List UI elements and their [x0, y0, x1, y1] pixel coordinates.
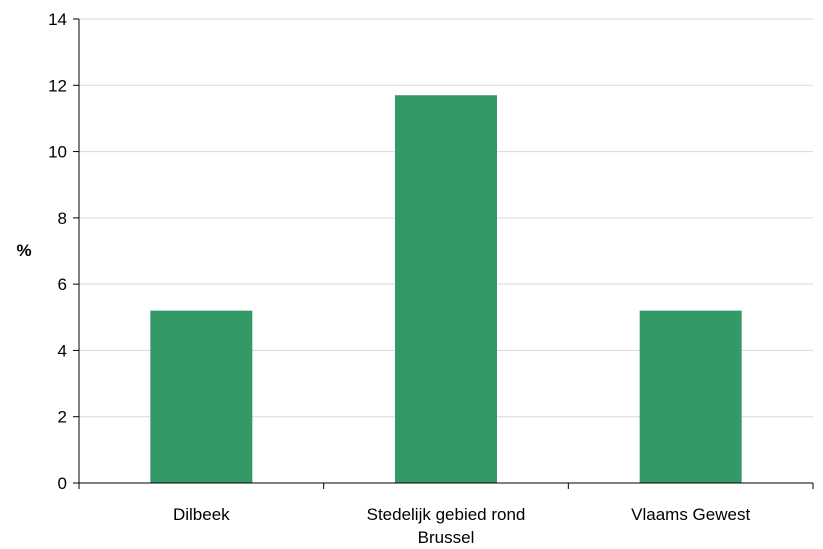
x-category-labels: Dilbeek Stedelijk gebied rond Brussel Vlaam… — [173, 505, 750, 547]
y-axis-label: % — [16, 241, 31, 260]
bar-1 — [395, 95, 497, 483]
x-category-label: Vlaams Gewest — [631, 505, 750, 524]
y-tick-label: 6 — [58, 275, 67, 294]
y-tick-label: 14 — [48, 10, 67, 29]
y-tick-label: 12 — [48, 76, 67, 95]
y-tick-label: 8 — [58, 209, 67, 228]
y-tick-label: 4 — [58, 341, 67, 360]
y-tick-label: 0 — [58, 474, 67, 493]
y-tick-label: 10 — [48, 143, 67, 162]
bars — [150, 95, 742, 483]
bar-0 — [150, 310, 253, 483]
y-tick-labels: 0 2 4 6 8 10 12 14 — [48, 10, 67, 493]
axes — [73, 18, 814, 489]
bar-2 — [639, 310, 742, 483]
x-category-label: Stedelijk gebied rond Brussel — [367, 505, 526, 547]
x-category-label: Dilbeek — [173, 505, 230, 524]
y-tick-label: 2 — [58, 408, 67, 427]
